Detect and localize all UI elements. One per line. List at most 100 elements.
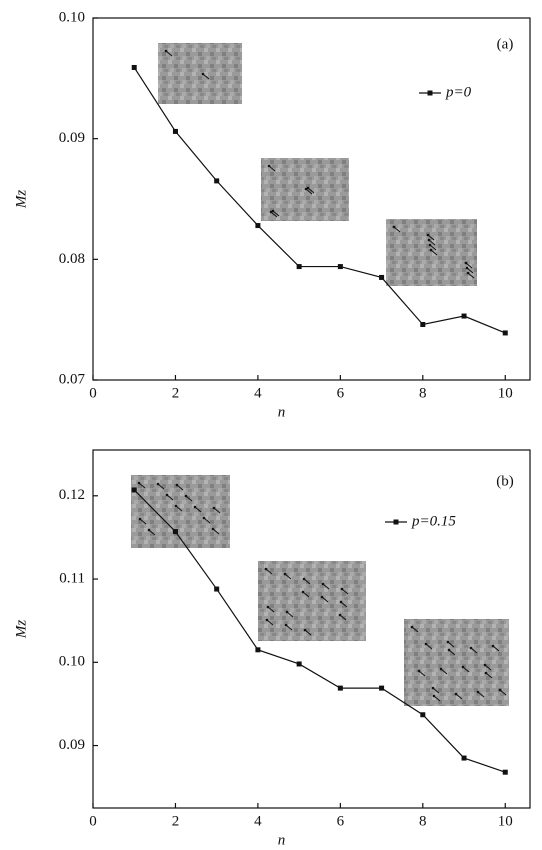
inset-arrow bbox=[492, 645, 500, 652]
inset-arrow bbox=[427, 234, 435, 241]
inset-arrow-head bbox=[429, 248, 433, 252]
inset-arrow bbox=[272, 210, 280, 217]
y-axis-label: Mz bbox=[13, 620, 29, 639]
inset-image bbox=[404, 619, 509, 706]
inset-arrow bbox=[430, 249, 438, 256]
inset-arrow-head bbox=[202, 516, 206, 520]
inset-arrow-head bbox=[303, 628, 307, 632]
inset-arrow bbox=[429, 244, 437, 251]
x-axis-label: n bbox=[278, 404, 286, 420]
inset-arrow bbox=[157, 483, 165, 490]
inset-arrow bbox=[485, 672, 493, 679]
inset-arrow-head bbox=[483, 663, 487, 667]
x-tick-label: 8 bbox=[419, 813, 427, 829]
inset-arrow bbox=[499, 689, 507, 696]
inset-arrow-head bbox=[447, 648, 451, 652]
inset-arrow bbox=[322, 583, 330, 590]
data-point bbox=[337, 685, 343, 691]
inset-arrow bbox=[341, 588, 349, 595]
inset-arrow bbox=[484, 664, 492, 671]
inset-arrow-head bbox=[284, 623, 288, 627]
inset-arrow bbox=[194, 506, 202, 513]
inset-arrow bbox=[428, 239, 436, 246]
inset-arrow bbox=[148, 529, 156, 536]
inset-arrow-head bbox=[302, 577, 306, 581]
legend-label: p=0.15 bbox=[411, 513, 456, 529]
inset-arrow-head bbox=[340, 587, 344, 591]
inset-arrow-head bbox=[439, 667, 443, 671]
annotation: (a) bbox=[497, 36, 514, 52]
inset-arrow-head bbox=[469, 646, 473, 650]
inset-arrow-head bbox=[211, 527, 215, 531]
inset-arrow bbox=[339, 614, 347, 621]
inset-arrow bbox=[266, 619, 274, 626]
inset-arrow-head bbox=[476, 690, 480, 694]
inset-arrow bbox=[425, 643, 433, 650]
data-point bbox=[255, 223, 261, 229]
data-point bbox=[255, 647, 261, 653]
data-point bbox=[420, 712, 426, 718]
inset-arrow bbox=[138, 482, 146, 489]
x-tick-label: 10 bbox=[498, 385, 513, 401]
plot-frame bbox=[92, 449, 531, 809]
legend-label: p=0 bbox=[445, 84, 472, 100]
data-point bbox=[214, 178, 220, 184]
inset-arrow-head bbox=[201, 72, 205, 76]
inset-arrow-head bbox=[426, 233, 430, 237]
inset-arrow-head bbox=[466, 271, 470, 275]
inset-arrow bbox=[166, 494, 174, 501]
inset-arrow-head bbox=[432, 694, 436, 698]
legend-marker bbox=[427, 90, 433, 96]
x-tick-label: 4 bbox=[254, 813, 262, 829]
inset-arrow bbox=[340, 601, 348, 608]
inset-arrow bbox=[286, 611, 294, 618]
inset-arrow bbox=[447, 641, 455, 648]
y-tick-label: 0.09 bbox=[59, 737, 85, 753]
inset-arrow bbox=[467, 272, 475, 279]
inset-arrow-head bbox=[454, 692, 458, 696]
inset-arrow bbox=[304, 629, 312, 636]
inset-arrow-head bbox=[410, 625, 414, 629]
data-point bbox=[461, 755, 467, 761]
inset-arrow bbox=[455, 693, 463, 700]
inset-arrow bbox=[470, 647, 478, 654]
inset-arrow-head bbox=[338, 613, 342, 617]
inset-arrow-head bbox=[264, 567, 268, 571]
y-tick-label: 0.09 bbox=[59, 130, 85, 146]
inset-arrow bbox=[321, 596, 329, 603]
inset-arrow-head bbox=[156, 482, 160, 486]
x-tick-label: 8 bbox=[419, 385, 427, 401]
legend-marker bbox=[393, 519, 399, 525]
inset-arrow-head bbox=[424, 642, 428, 646]
x-tick-label: 0 bbox=[89, 813, 97, 829]
inset-arrow bbox=[185, 495, 193, 502]
inset-arrow bbox=[440, 668, 448, 675]
inset-arrow-head bbox=[175, 483, 179, 487]
inset-arrow-head bbox=[431, 686, 435, 690]
inset-arrow bbox=[462, 666, 470, 673]
inset-arrow bbox=[393, 226, 401, 233]
plot-frame bbox=[92, 17, 531, 381]
inset-arrow bbox=[202, 73, 210, 80]
x-tick-label: 4 bbox=[254, 385, 262, 401]
inset-image bbox=[258, 561, 366, 641]
inset-arrow-head bbox=[498, 688, 502, 692]
inset-arrow-head bbox=[321, 582, 325, 586]
inset-arrow-head bbox=[138, 517, 142, 521]
inset-arrow bbox=[267, 606, 275, 613]
inset-arrow-head bbox=[184, 494, 188, 498]
data-point bbox=[420, 321, 426, 327]
data-point bbox=[337, 264, 343, 270]
y-tick-label: 0.08 bbox=[59, 251, 85, 267]
data-point bbox=[296, 661, 302, 667]
y-tick-label: 0.07 bbox=[59, 371, 86, 387]
insets bbox=[131, 43, 509, 706]
x-tick-label: 6 bbox=[337, 385, 345, 401]
inset-arrow-head bbox=[285, 610, 289, 614]
inset-arrow-head bbox=[392, 225, 396, 229]
x-tick-label: 2 bbox=[172, 385, 180, 401]
inset-arrow bbox=[270, 211, 278, 218]
inset-arrow bbox=[477, 691, 485, 698]
data-point bbox=[379, 274, 385, 280]
data-point bbox=[214, 586, 220, 592]
